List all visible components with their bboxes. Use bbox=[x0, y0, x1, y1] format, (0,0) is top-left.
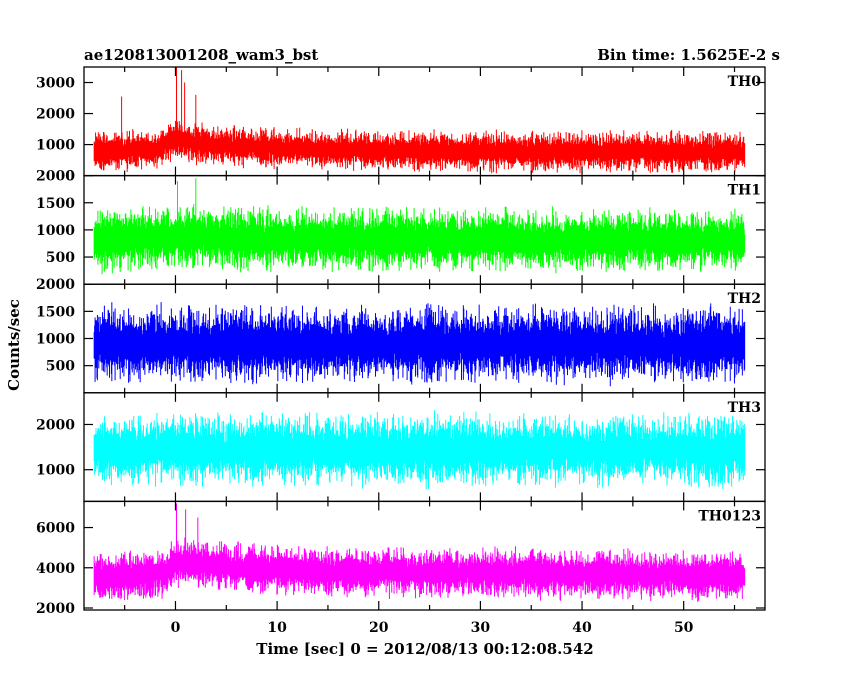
y-tick-label: 2000 bbox=[36, 169, 75, 185]
panel-th2: 500 1000 1500 2000 TH2 bbox=[36, 277, 766, 394]
y-tick-label: 1000 bbox=[36, 332, 75, 348]
chart-title-right: Bin time: 1.5625E-2 s bbox=[597, 46, 780, 64]
y-tick-label: 3000 bbox=[36, 76, 75, 92]
panel-th0123: 2000 4000 6000 TH0123 bbox=[36, 500, 766, 617]
y-tick-label: 1000 bbox=[36, 223, 75, 239]
y-axis-label: Counts/sec bbox=[5, 299, 23, 391]
panel-label: TH1 bbox=[728, 183, 761, 199]
panel-label: TH3 bbox=[728, 400, 761, 416]
panel-label: TH2 bbox=[728, 291, 761, 307]
y-tick-label: 500 bbox=[46, 250, 75, 266]
y-tick-label: 4000 bbox=[36, 561, 75, 577]
y-tick-label: 2000 bbox=[36, 107, 75, 123]
y-tick-label: 2000 bbox=[36, 417, 75, 433]
series-th0 bbox=[93, 67, 746, 174]
panel-label: TH0 bbox=[728, 74, 762, 90]
series-th0123 bbox=[93, 503, 746, 602]
y-tick-label: 500 bbox=[46, 359, 75, 375]
y-tick-label: 1500 bbox=[36, 304, 75, 320]
x-axis-label: Time [sec] 0 = 2012/08/13 00:12:08.542 bbox=[256, 640, 593, 658]
series-th2 bbox=[93, 302, 746, 387]
y-tick-label: 1000 bbox=[36, 463, 75, 479]
chart-title-left: ae120813001208_wam3_bst bbox=[84, 46, 318, 64]
x-tick-label: 20 bbox=[369, 620, 389, 636]
y-tick-label: 2000 bbox=[36, 277, 75, 293]
x-tick-label: 0 bbox=[171, 620, 181, 636]
y-tick-label: 2000 bbox=[36, 601, 75, 617]
panel-label: TH0123 bbox=[698, 508, 761, 524]
x-tick-label: 10 bbox=[267, 620, 287, 636]
x-tick-label: 50 bbox=[674, 620, 694, 636]
panel-frame bbox=[83, 500, 766, 611]
y-tick-label: 1500 bbox=[36, 196, 75, 212]
series-th3 bbox=[93, 410, 746, 490]
panel-th3: 1000 2000 TH3 bbox=[36, 392, 766, 503]
panel-th0: 0 1000 2000 3000 TH0 bbox=[36, 66, 766, 185]
x-tick-label: 40 bbox=[572, 620, 592, 636]
y-tick-label: 1000 bbox=[36, 138, 75, 154]
panel-th1: 500 1000 1500 2000 TH1 bbox=[36, 169, 766, 285]
x-tick-label: 30 bbox=[471, 620, 491, 636]
series-th1 bbox=[93, 178, 746, 275]
y-tick-label: 0 bbox=[65, 169, 75, 185]
y-tick-label: 6000 bbox=[36, 521, 75, 537]
